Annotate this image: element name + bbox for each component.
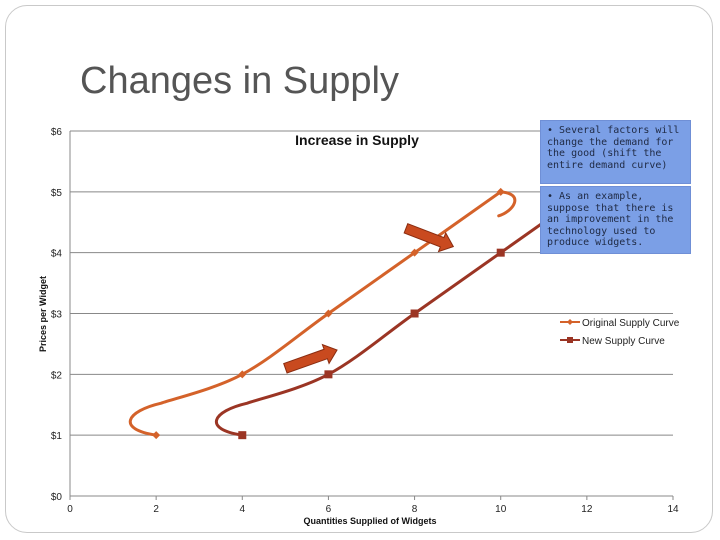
data-point (496, 248, 505, 257)
arrow-layer (283, 223, 455, 374)
data-point (410, 309, 419, 318)
note-factors: • Several factors will change the demand… (540, 120, 691, 184)
y-tick-label: $4 (51, 249, 63, 260)
data-point (324, 309, 333, 318)
data-point (410, 248, 419, 257)
y-axis-label: Prices per Widget (38, 276, 48, 352)
y-tick-label: $2 (51, 370, 63, 381)
shift-arrow (403, 223, 455, 253)
data-point (324, 370, 333, 379)
y-tick-label: $5 (51, 188, 63, 199)
legend-marker (567, 337, 573, 343)
data-point (152, 431, 161, 440)
slide-title: Changes in Supply (80, 60, 399, 102)
x-tick-label: 2 (153, 504, 159, 515)
legend: Original Supply Curve New Supply Curve (560, 318, 680, 347)
x-tick-label: 10 (495, 504, 507, 515)
y-tick-label: $1 (51, 431, 63, 442)
data-point (238, 431, 247, 440)
shift-arrow-shape (283, 343, 338, 374)
shift-arrow-shape (403, 223, 455, 253)
x-tick-label: 4 (240, 504, 246, 515)
legend-label: New Supply Curve (582, 336, 665, 347)
data-point (238, 370, 247, 379)
y-tick-label: $0 (51, 492, 63, 503)
data-point (496, 187, 505, 196)
x-tick-label: 0 (67, 504, 73, 515)
y-tick-label: $6 (51, 127, 63, 138)
x-tick-label: 8 (412, 504, 418, 515)
chart-title: Increase in Supply (295, 132, 419, 148)
slide-frame (5, 5, 713, 533)
y-tick-label: $3 (51, 310, 63, 321)
x-tick-label: 14 (667, 504, 679, 515)
shift-arrow (283, 343, 338, 374)
legend-marker (567, 319, 573, 325)
x-tick-label: 6 (326, 504, 332, 515)
note-example: • As an example, suppose that there is a… (540, 186, 691, 254)
legend-label: Original Supply Curve (582, 318, 680, 329)
axis-layer: $0 $1 $2 $3 $4 $5 $6 0 2 4 6 8 10 12 14 (51, 127, 679, 515)
x-axis-label: Quantities Supplied of Widgets (304, 516, 437, 526)
x-tick-label: 12 (581, 504, 593, 515)
